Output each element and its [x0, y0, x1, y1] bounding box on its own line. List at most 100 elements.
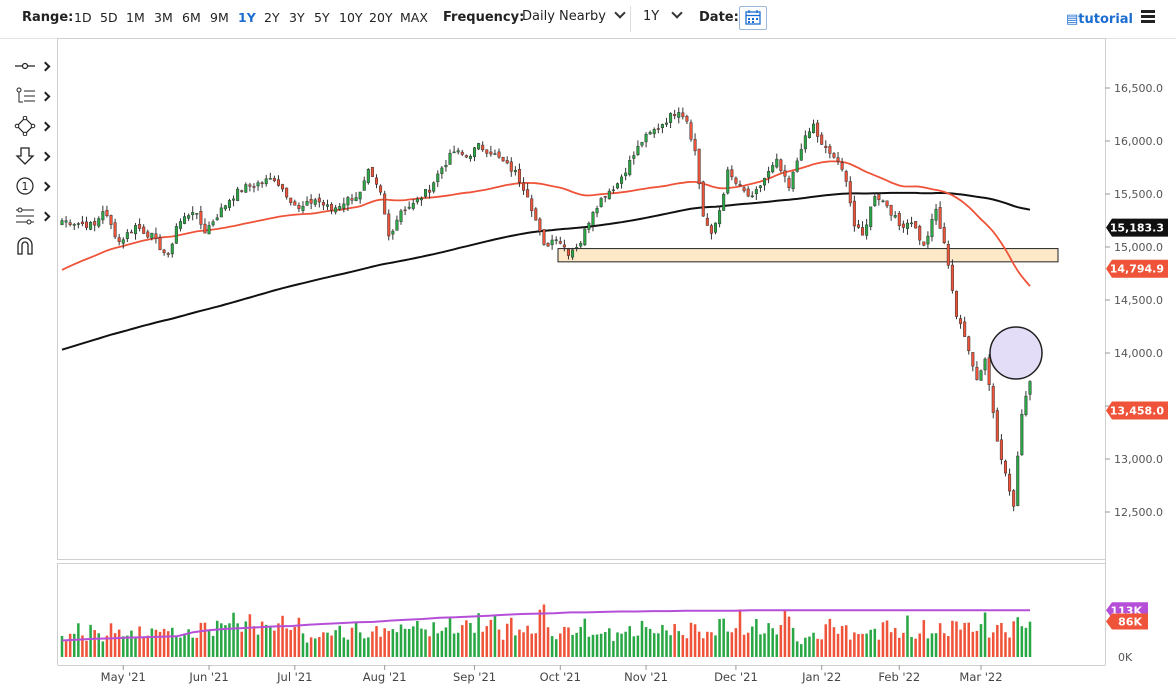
range-5y[interactable]: 5Y — [314, 10, 330, 25]
candle-body — [297, 205, 301, 209]
crosshair-tool[interactable] — [14, 56, 54, 80]
range-1d[interactable]: 1D — [74, 10, 92, 25]
candle-body — [366, 169, 370, 184]
volume-bar — [718, 619, 721, 657]
volume-bar — [89, 624, 92, 657]
range-5d[interactable]: 5D — [100, 10, 118, 25]
volume-bar — [166, 631, 170, 657]
candle-body — [223, 205, 227, 210]
volume-bar — [689, 622, 693, 657]
period-dropdown[interactable]: 1Y — [643, 7, 683, 24]
candle-body — [419, 198, 423, 201]
volume-bar — [759, 634, 762, 657]
volume-bar — [477, 613, 480, 657]
volume-bar — [836, 633, 840, 657]
candle-body — [1003, 460, 1008, 474]
volume-bar — [224, 625, 227, 657]
fibonacci-tool[interactable] — [14, 206, 54, 230]
annotation-tool[interactable]: 1 — [14, 176, 54, 200]
range-6m[interactable]: 6M — [182, 10, 201, 25]
candle-body — [68, 222, 72, 225]
volume-bar — [395, 632, 399, 657]
volume-bar — [697, 631, 701, 657]
range-1m[interactable]: 1M — [126, 10, 145, 25]
range-max[interactable]: MAX — [400, 10, 428, 25]
candle-body — [530, 198, 534, 212]
candle-body — [967, 336, 971, 352]
candle-body — [101, 211, 105, 221]
arrow-tool[interactable] — [14, 146, 54, 170]
volume-bar — [820, 639, 823, 657]
volume-bar — [199, 622, 203, 657]
price-tick-label: 14,000.0 — [1114, 347, 1163, 360]
candle-body — [730, 169, 734, 178]
volume-bar — [910, 636, 913, 657]
volume-bar — [297, 617, 301, 657]
candle-body — [832, 153, 836, 158]
volume-bar — [469, 622, 472, 657]
text-annotation-icon: 1 — [16, 177, 34, 195]
candle-body — [301, 205, 305, 211]
magnet-tool[interactable] — [14, 236, 54, 260]
candle-body — [379, 185, 383, 193]
volume-bar — [117, 629, 121, 657]
candle-body — [440, 167, 444, 174]
volume-bar — [354, 621, 358, 657]
candle-body — [448, 153, 452, 165]
range-9m[interactable]: 9M — [210, 10, 229, 25]
volume-bar — [407, 628, 411, 657]
candle-body — [305, 200, 309, 206]
range-3y[interactable]: 3Y — [289, 10, 305, 25]
candle-body — [987, 357, 991, 385]
volume-bar — [207, 629, 211, 657]
candle-body — [452, 151, 456, 154]
volume-bar — [416, 620, 419, 657]
x-tick-label: Nov '21 — [624, 670, 668, 684]
svg-text:1: 1 — [22, 180, 29, 193]
candle-body — [456, 150, 460, 153]
volume-bar — [947, 636, 950, 657]
candle-body — [983, 358, 987, 371]
price-badge — [1106, 259, 1168, 278]
candle-body — [272, 178, 276, 182]
range-20y[interactable]: 20Y — [369, 10, 393, 25]
date-picker-button[interactable] — [739, 6, 767, 30]
volume-bar — [121, 636, 125, 657]
volume-bar — [289, 629, 292, 657]
tutorial-link[interactable]: ▤tutorial — [1066, 12, 1133, 27]
candle-body — [285, 187, 289, 198]
candle-body — [1012, 490, 1016, 507]
volume-bar — [738, 609, 742, 657]
volume-bar — [693, 624, 697, 657]
hamburger-menu-icon[interactable] — [1141, 10, 1155, 24]
volume-bar — [1016, 617, 1020, 657]
range-3m[interactable]: 3M — [154, 10, 173, 25]
trendline-tool[interactable] — [14, 86, 54, 110]
candle-body — [403, 209, 407, 212]
candle-body — [313, 199, 317, 205]
volume-bar — [550, 636, 554, 657]
volume-bar — [865, 633, 868, 657]
volume-bar — [1008, 637, 1011, 657]
volume-bar — [681, 634, 685, 657]
volume-bar — [938, 623, 942, 657]
volume-bar — [963, 622, 966, 657]
volume-bar — [187, 629, 190, 657]
volume-bar — [967, 622, 971, 657]
shapes-tool[interactable] — [14, 115, 54, 140]
candle-body — [485, 149, 489, 154]
frequency-dropdown[interactable]: Daily Nearby — [522, 7, 626, 24]
volume-bar — [942, 633, 946, 657]
volume-bar — [452, 633, 456, 657]
range-10y[interactable]: 10Y — [339, 10, 363, 25]
volume-bar — [734, 628, 738, 657]
range-1y[interactable]: 1Y — [238, 10, 256, 25]
volume-bar — [987, 637, 991, 657]
volume-bar — [893, 628, 897, 657]
volume-bar — [113, 633, 117, 657]
candle-body — [889, 204, 893, 216]
volume-bar — [330, 635, 333, 657]
candle-body — [432, 182, 436, 192]
candle-body — [93, 221, 97, 226]
range-2y[interactable]: 2Y — [264, 10, 280, 25]
